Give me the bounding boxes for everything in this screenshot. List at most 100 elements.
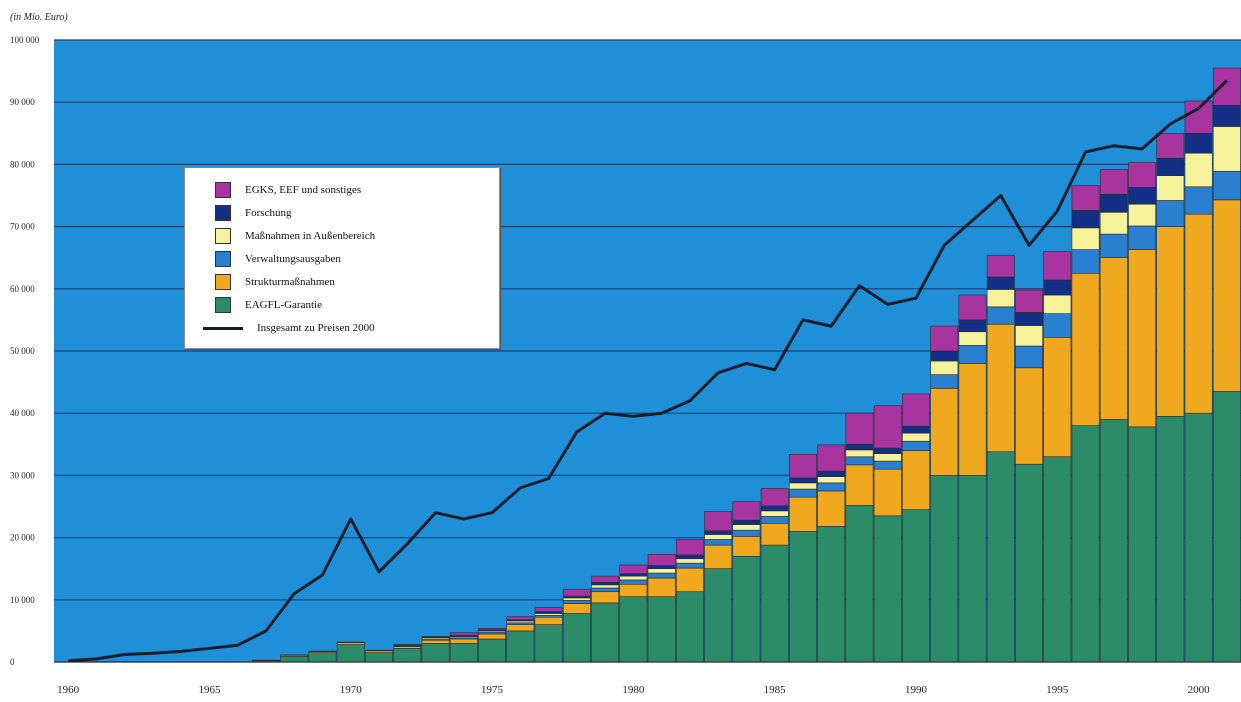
bar-segment	[732, 555, 761, 663]
bar-segment	[873, 405, 902, 449]
legend-label: Strukturmaßnahmen	[245, 276, 335, 288]
bar-segment	[365, 649, 393, 652]
legend-label: Maßnahmen in Außenbereich	[245, 230, 376, 242]
bar-segment	[704, 544, 733, 570]
legend-item: Forschung	[215, 204, 291, 222]
legend-label: EGKS, EEF und sonstiges	[245, 184, 362, 196]
legend-item: Verwaltungsausgaben	[215, 250, 341, 268]
bar-segment	[506, 616, 535, 621]
bar-segment	[449, 643, 478, 663]
bar-segment	[675, 567, 704, 593]
bar-segment	[873, 453, 902, 462]
bar-segment	[760, 505, 789, 512]
bar-segment	[789, 488, 817, 498]
bar-segment	[478, 633, 506, 640]
bar-segment	[1128, 162, 1157, 188]
bar-segment	[619, 579, 648, 585]
bar-segment	[647, 568, 676, 574]
bar-segment	[619, 573, 648, 577]
bar-segment	[986, 451, 1015, 663]
x-tick-label: 1990	[905, 684, 928, 696]
legend-swatch	[215, 205, 231, 221]
bar-segment	[1212, 391, 1241, 663]
bar-segment	[732, 529, 761, 537]
bar-segment	[308, 650, 337, 652]
bar-segment	[1184, 412, 1213, 663]
bar-segment	[817, 444, 846, 472]
bar-segment	[252, 659, 280, 662]
bar-segment	[591, 591, 620, 604]
legend-item: Strukturmaßnahmen	[215, 273, 335, 291]
bar-segment	[1156, 200, 1185, 227]
bar-segment	[647, 596, 676, 663]
bar-segment	[902, 509, 930, 663]
y-tick-label: 50 000	[10, 346, 35, 356]
legend-label: Insgesamt zu Preisen 2000	[257, 322, 375, 334]
bar-segment	[930, 360, 959, 375]
bar-segment	[1156, 133, 1185, 159]
bar-segment	[1184, 186, 1213, 215]
legend-label: EAGFL-Garantie	[245, 299, 322, 311]
legend-item: EGKS, EEF und sonstiges	[215, 181, 361, 199]
bar-segment	[1184, 133, 1213, 154]
bar-segment	[845, 456, 874, 466]
bar-segment	[789, 531, 817, 663]
bar-segment	[1015, 289, 1043, 313]
bar-segment	[534, 616, 563, 625]
bar-segment	[986, 306, 1015, 325]
y-tick-label: 70 000	[10, 222, 35, 232]
legend-swatch	[215, 228, 231, 244]
legend-swatch	[215, 297, 231, 313]
bar-segment	[958, 319, 987, 333]
bar-segment	[1099, 257, 1128, 420]
bar-segment	[1128, 426, 1157, 663]
bar-segment	[449, 638, 478, 644]
bar-segment	[930, 325, 959, 352]
bar-segment	[1043, 313, 1072, 338]
bar-segment	[930, 374, 959, 389]
bar-segment	[562, 603, 591, 614]
bar-segment	[619, 583, 648, 597]
y-tick-label: 80 000	[10, 159, 35, 169]
bar-segment	[1156, 175, 1185, 201]
bar-segment	[902, 393, 930, 427]
bar-segment	[760, 510, 789, 517]
bar-segment	[1212, 105, 1241, 127]
total-line	[68, 79, 1228, 663]
y-tick-label: 30 000	[10, 470, 35, 480]
bar-segment	[958, 475, 987, 663]
bar-segment	[562, 588, 591, 597]
x-tick-label: 1970	[340, 684, 363, 696]
bar-segment	[789, 496, 817, 532]
bar-segment	[704, 530, 733, 535]
x-tick-label: 1995	[1046, 684, 1069, 696]
bar-segment	[930, 388, 959, 476]
bar-segment	[1212, 199, 1241, 392]
bar-segment	[591, 602, 620, 663]
bar-segment	[393, 648, 422, 663]
bar-segment	[704, 539, 733, 546]
bar-segment	[1184, 100, 1213, 134]
bar-segment	[1156, 157, 1185, 176]
bar-segment	[902, 450, 930, 510]
legend-item: Insgesamt zu Preisen 2000	[203, 319, 375, 337]
x-tick-label: 1985	[764, 684, 787, 696]
bar-segment	[732, 501, 761, 521]
bar-segment	[902, 440, 930, 451]
bar-segment	[675, 558, 704, 564]
bar-segment	[1184, 152, 1213, 188]
bar-segment	[675, 562, 704, 569]
y-tick-label: 90 000	[10, 97, 35, 107]
bar-segment	[958, 363, 987, 476]
bar-segment	[704, 534, 733, 540]
bar-segment	[1071, 227, 1100, 250]
bar-segment	[704, 568, 733, 663]
bar-segment	[845, 412, 874, 445]
bar-segment	[986, 254, 1015, 278]
bar-segment	[1015, 312, 1043, 326]
bar-segment	[732, 519, 761, 525]
y-tick-label: 10 000	[10, 595, 35, 605]
bar-segment	[1043, 456, 1072, 663]
legend-label: Forschung	[245, 207, 292, 219]
bar-segment	[817, 526, 846, 663]
